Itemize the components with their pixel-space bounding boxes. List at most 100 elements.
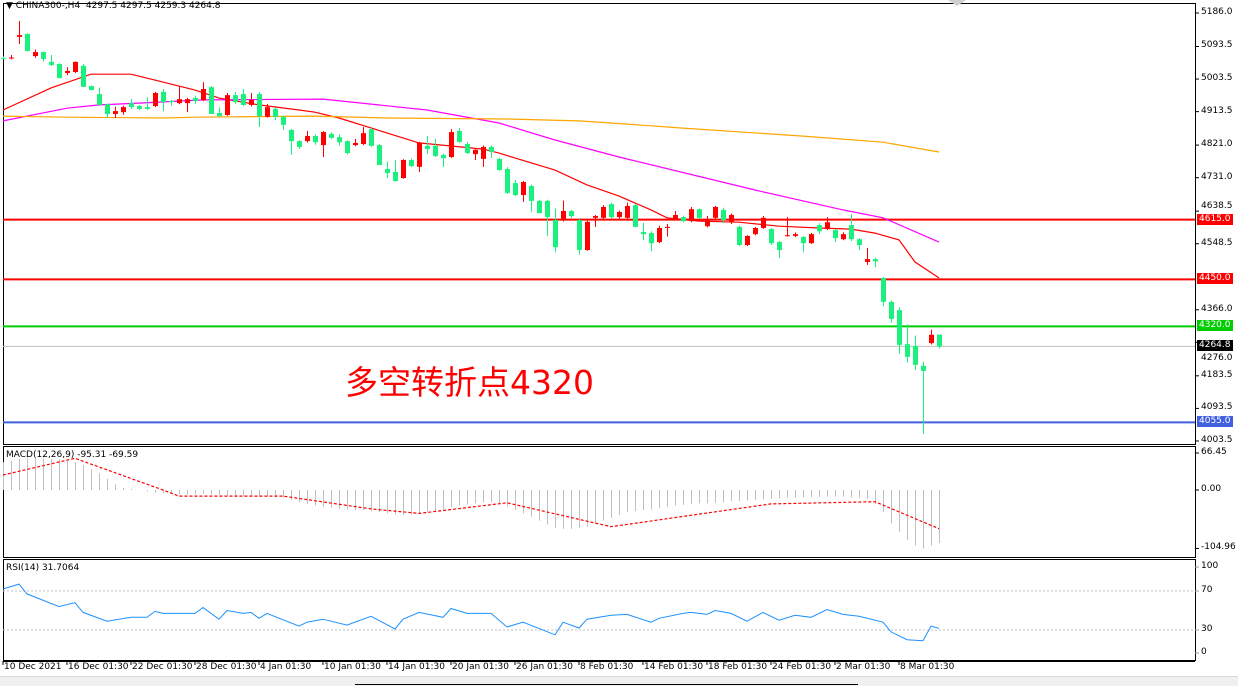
candle-body (785, 235, 790, 237)
macd-axis-label: 0.00 (1201, 484, 1222, 494)
candle-body (57, 64, 62, 79)
candle-body (217, 112, 222, 117)
candle-body (857, 239, 862, 245)
candle-body (305, 136, 310, 142)
price-tick-label: 4276.0 (1201, 353, 1233, 364)
price-tick-label: 4731.0 (1201, 171, 1233, 182)
candle-body (801, 237, 806, 244)
candle-body (745, 235, 750, 245)
candle-body (585, 221, 590, 251)
moving-average-line (2, 73, 940, 279)
candle-body (777, 242, 782, 251)
candle-body (873, 259, 878, 262)
candle-body (225, 95, 230, 116)
candle-body (593, 216, 598, 218)
price-tick-label: 4183.5 (1201, 369, 1233, 380)
price-tick-label: 5003.5 (1201, 73, 1233, 84)
candle-body (697, 209, 702, 218)
candle-body (233, 95, 238, 103)
rsi-line (2, 583, 940, 642)
time-axis-label: 14 Jan 01:30 (388, 662, 445, 672)
current-price-label: 4264.8 (1197, 340, 1233, 352)
candle-body (569, 210, 574, 217)
candle-body (905, 344, 910, 357)
bottom-strip (0, 676, 1238, 686)
time-axis-label: 28 Dec 01:30 (196, 662, 257, 672)
candle-body (441, 154, 446, 159)
candle-body (265, 107, 270, 117)
candle-body (209, 87, 214, 114)
candle-body (809, 234, 814, 244)
price-tick-label: 4913.5 (1201, 105, 1233, 116)
candle-body (161, 91, 166, 103)
rsi-title: RSI(14) 31.7064 (6, 563, 80, 573)
candle-body (145, 107, 150, 109)
price-tick-label: 4003.5 (1201, 434, 1233, 445)
triangle-down-icon[interactable]: ▼ (6, 1, 13, 11)
candle-body (81, 65, 86, 87)
candle-body (313, 136, 318, 143)
candle-body (401, 159, 406, 179)
candle-body (601, 206, 606, 218)
candle-body (177, 99, 182, 104)
macd-title: MACD(12,26,9) -95.31 -69.59 (6, 450, 139, 460)
candle-body (609, 204, 614, 218)
candle-body (417, 142, 422, 167)
price-tick-label: 4548.5 (1201, 237, 1233, 248)
candle-body (849, 225, 854, 240)
candle-body (913, 345, 918, 365)
candle-body (705, 220, 710, 227)
candle-body (457, 130, 462, 142)
candle-body (537, 200, 542, 214)
candle-body (529, 186, 534, 201)
candle-body (561, 210, 566, 221)
time-axis-label: 26 Jan 01:30 (516, 662, 573, 672)
candle-body (513, 183, 518, 196)
rsi-axis-label: 70 (1201, 584, 1213, 595)
candle-body (121, 107, 126, 113)
candle-body (505, 168, 510, 193)
candle-body (289, 129, 294, 142)
time-axis-label: 18 Feb 01:30 (708, 662, 768, 672)
candle-body (577, 220, 582, 251)
price-tick-label: 4366.0 (1201, 303, 1233, 314)
candle-body (193, 98, 198, 101)
candle-body (681, 217, 686, 222)
candle-body (713, 206, 718, 218)
candle-body (689, 209, 694, 222)
moving-average-line (2, 115, 940, 153)
candle-body (817, 225, 822, 232)
candle-body (201, 89, 206, 101)
candle-body (281, 116, 286, 125)
candle-body (97, 94, 102, 105)
candle-body (65, 70, 70, 74)
price-tick-label: 5186.0 (1201, 7, 1233, 17)
main-panel-frame (3, 3, 1196, 445)
candle-body (553, 220, 558, 248)
candle-body (729, 214, 734, 223)
time-axis-label: 14 Feb 01:30 (644, 662, 704, 672)
price-tick-label: 4821.0 (1201, 139, 1233, 150)
macd-signal-line (2, 457, 940, 530)
time-axis-label: 4 Jan 01:30 (260, 662, 312, 672)
candle-body (897, 310, 902, 345)
symbol-label: CHINA300-,H4 (15, 1, 81, 11)
candle-body (937, 334, 942, 347)
candle-body (1, 58, 6, 60)
annotation-text: 多空转折点4320 (345, 363, 594, 402)
candle-body (129, 103, 134, 108)
candle-body (345, 141, 350, 154)
macd-panel-frame (3, 446, 1196, 558)
candle-body (41, 52, 46, 59)
candle-body (409, 159, 414, 167)
candle-body (153, 92, 158, 107)
candle-body (49, 61, 54, 66)
candle-body (641, 231, 646, 235)
level-price-label: 4615.0 (1197, 213, 1233, 225)
candle-body (833, 230, 838, 239)
candle-body (761, 217, 766, 228)
chart-header: ▼ CHINA300-,H4 4297.5 4297.5 4259.3 4264… (6, 1, 220, 11)
candle-body (921, 365, 926, 371)
level-price-label: 4320.0 (1197, 320, 1233, 332)
ohlc-readout: 4297.5 4297.5 4259.3 4264.8 (85, 1, 221, 11)
